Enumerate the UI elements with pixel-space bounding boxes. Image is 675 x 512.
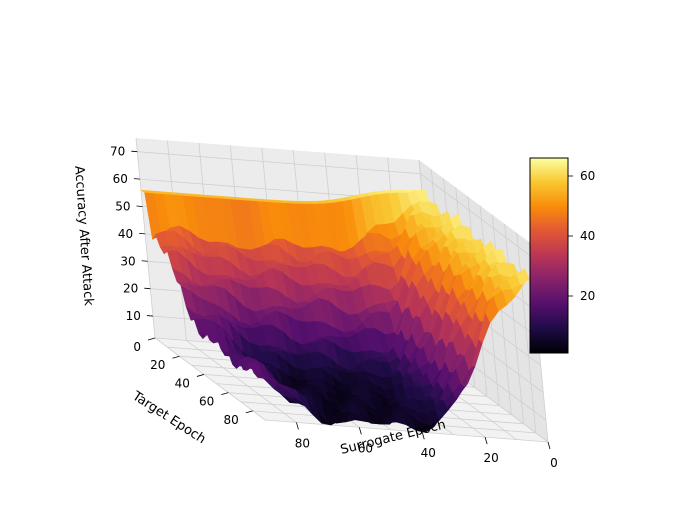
surface-mesh bbox=[140, 188, 533, 433]
z-tick-label: 70 bbox=[110, 145, 125, 159]
z-tick-label: 20 bbox=[123, 282, 138, 296]
z-tick-mark bbox=[139, 232, 146, 235]
surface-facet bbox=[257, 372, 272, 379]
y-tick-mark bbox=[245, 410, 253, 414]
z-tick-label: 40 bbox=[118, 227, 133, 241]
y-axis-label: Target Epoch bbox=[129, 388, 209, 447]
colorbar-tick-label: 40 bbox=[580, 229, 595, 243]
x-tick-label: 20 bbox=[483, 451, 498, 465]
z-tick-mark bbox=[131, 150, 138, 153]
y-tick-mark bbox=[147, 337, 156, 341]
z-tick-mark bbox=[141, 260, 148, 262]
grid-line-accuracy bbox=[137, 151, 531, 257]
y-tick-label: 20 bbox=[150, 358, 165, 372]
z-tick-label: 30 bbox=[120, 254, 135, 268]
z-tick-label: 60 bbox=[113, 172, 128, 186]
y-tick-label: 0 bbox=[133, 340, 141, 354]
y-tick-label: 40 bbox=[175, 376, 190, 390]
x-tick-label: 60 bbox=[358, 441, 373, 455]
x-tick-label: 80 bbox=[295, 436, 310, 450]
x-tick-mark bbox=[296, 422, 299, 430]
y-tick-mark bbox=[196, 374, 204, 377]
colorbar-tick-label: 20 bbox=[580, 289, 595, 303]
z-tick-label: 10 bbox=[126, 309, 141, 323]
z-axis-label: Accuracy After Attack bbox=[71, 165, 96, 307]
colorbar: 20 40 60 bbox=[529, 157, 595, 354]
z-tick-mark bbox=[136, 205, 143, 207]
colorbar-bar bbox=[529, 157, 569, 354]
x-tick-mark bbox=[358, 427, 362, 435]
x-tick-mark bbox=[547, 441, 551, 450]
x-tick-mark bbox=[484, 437, 488, 445]
y-tick-mark bbox=[172, 355, 180, 359]
y-tick-label: 80 bbox=[223, 413, 238, 427]
z-tick-label: 50 bbox=[115, 199, 130, 213]
x-tick-mark bbox=[421, 432, 425, 440]
z-tick-mark bbox=[144, 287, 151, 290]
colorbar-tick-label: 60 bbox=[580, 169, 595, 183]
z-tick-mark bbox=[133, 178, 140, 180]
axis-ticks: 10 20 30 40 50 60 70 0 20 40 60 80 0 20 40 60 80 bbox=[110, 145, 558, 470]
x-tick-label: 0 bbox=[550, 456, 558, 470]
y-tick-label: 60 bbox=[199, 395, 214, 409]
z-tick-mark bbox=[146, 315, 153, 317]
colorbar-ticks: 20 40 60 bbox=[568, 169, 595, 303]
x-tick-label: 40 bbox=[421, 446, 436, 460]
y-tick-mark bbox=[221, 392, 229, 396]
